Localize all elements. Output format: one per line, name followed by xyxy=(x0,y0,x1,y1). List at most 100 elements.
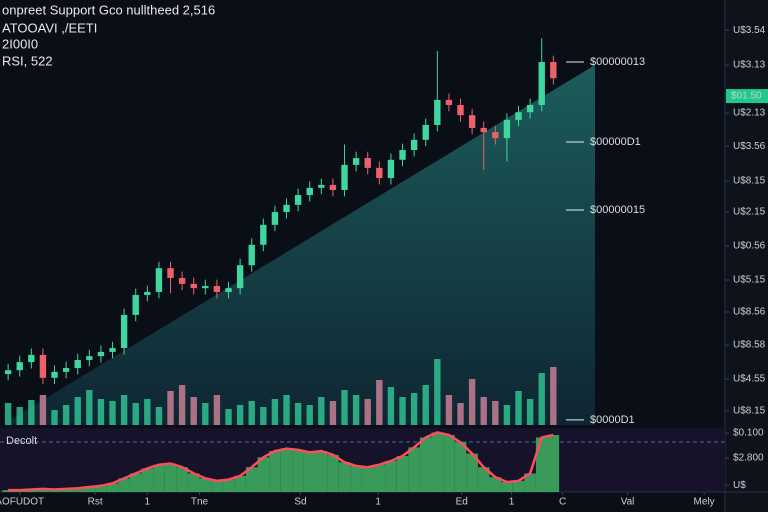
volume-bar xyxy=(120,395,128,425)
candle-body xyxy=(16,362,23,371)
indicator-bar xyxy=(350,465,362,492)
indicator-bar xyxy=(211,480,223,492)
x-tick-label: Val xyxy=(621,497,635,508)
candle-body xyxy=(248,244,255,266)
indicator-bar xyxy=(141,468,154,492)
indicator-bar xyxy=(454,442,467,492)
x-tick-label: Mely xyxy=(694,497,715,508)
indicator-tick-label: U$ xyxy=(733,480,746,491)
candle-body xyxy=(155,268,163,292)
candle-body xyxy=(457,104,464,116)
candle-body xyxy=(550,62,557,79)
indicator-bar xyxy=(292,449,304,492)
indicator-bar xyxy=(60,488,72,492)
indicator-bar xyxy=(176,467,188,492)
candle-body xyxy=(178,277,186,284)
y-tick-label: U$4.55 xyxy=(733,374,766,385)
indicator-bar xyxy=(466,453,478,492)
candle-body xyxy=(329,184,337,190)
volume-bar xyxy=(503,405,511,425)
candle-body xyxy=(51,371,58,378)
indicator-bar xyxy=(95,485,107,492)
volume-bar xyxy=(515,391,522,425)
indicator-bar xyxy=(245,467,258,492)
indicator-bar xyxy=(257,457,270,492)
indicator-bar xyxy=(315,451,328,492)
indicator-bar xyxy=(385,461,397,492)
y-tick-label: U$8.15 xyxy=(733,176,766,187)
y-tick-label: U$2.13 xyxy=(733,108,766,119)
y-tick-label: U$8.58 xyxy=(733,340,766,351)
volume-bar xyxy=(434,359,441,425)
candle-body xyxy=(387,159,395,179)
candle-body xyxy=(341,164,348,190)
y-tick-label: U$3.56 xyxy=(733,141,766,152)
indicator-bar xyxy=(269,451,281,492)
candle-body xyxy=(538,62,545,105)
candle-body xyxy=(271,212,279,225)
volume-bar xyxy=(550,367,557,425)
indicator-bar xyxy=(71,488,84,492)
candle-body xyxy=(213,286,221,292)
candle-body xyxy=(480,127,487,133)
y-tick-label: U$8.15 xyxy=(733,406,766,417)
volume-bar xyxy=(4,403,12,425)
candle-body xyxy=(109,348,116,352)
indicator-bar xyxy=(199,478,212,492)
indicator-bar xyxy=(419,437,432,492)
volume-bar xyxy=(376,380,383,425)
indicator-bar xyxy=(535,437,548,492)
volume-bar xyxy=(318,397,325,425)
candle-body xyxy=(352,158,360,165)
volume-bar xyxy=(306,405,313,425)
x-tick-label: C xyxy=(559,497,566,508)
candle-body xyxy=(492,132,499,139)
y-tick-label: U$3.54 xyxy=(733,25,766,36)
indicator-bar xyxy=(222,479,235,492)
volume-bar xyxy=(410,393,418,425)
volume-bar xyxy=(260,407,267,425)
indicator-bar xyxy=(164,463,177,492)
candle-body xyxy=(503,119,511,139)
volume-bar xyxy=(480,397,487,425)
x-tick-label: AOFUDOT xyxy=(0,497,44,508)
info-line: 2I00I0 xyxy=(2,36,38,51)
volume-bar xyxy=(387,387,395,425)
x-tick-label: 1 xyxy=(509,497,515,508)
last-price-label: $01.50 xyxy=(731,91,762,102)
indicator-bar xyxy=(153,464,165,492)
chart-title: onpreet Support Gco nulltheed 2,516 xyxy=(2,2,215,17)
volume-bar xyxy=(62,405,70,425)
volume-bar xyxy=(352,395,360,425)
indicator-tick-label: $0.100 xyxy=(733,428,764,439)
indicator-bar xyxy=(408,447,420,492)
indicator-bar xyxy=(338,462,351,492)
candle-body xyxy=(120,314,128,349)
level-label: $00000D1 xyxy=(590,136,641,148)
volume-bar xyxy=(109,401,116,425)
level-label: $00000013 xyxy=(590,56,645,68)
y-tick-label: U$2.15 xyxy=(733,207,766,218)
volume-bar xyxy=(283,395,290,425)
x-tick-label: 1 xyxy=(375,497,381,508)
y-tick-label: U$8.56 xyxy=(733,307,766,318)
volume-bar xyxy=(329,401,337,425)
volume-bar xyxy=(155,407,163,425)
candle-body xyxy=(62,368,70,372)
volume-bar xyxy=(445,395,453,425)
indicator-bar xyxy=(303,452,316,492)
volume-bar xyxy=(190,397,197,425)
candle-body xyxy=(515,112,522,120)
volume-bar xyxy=(236,405,244,425)
volume-bar xyxy=(225,409,232,425)
y-tick-label: U$5.15 xyxy=(733,275,766,286)
candle-body xyxy=(190,283,197,289)
volume-bar xyxy=(538,373,545,425)
candle-body xyxy=(364,158,371,168)
volume-bar xyxy=(364,399,371,425)
volume-bar xyxy=(39,395,47,425)
indicator-bar xyxy=(524,473,536,492)
indicator-bar xyxy=(187,473,200,492)
